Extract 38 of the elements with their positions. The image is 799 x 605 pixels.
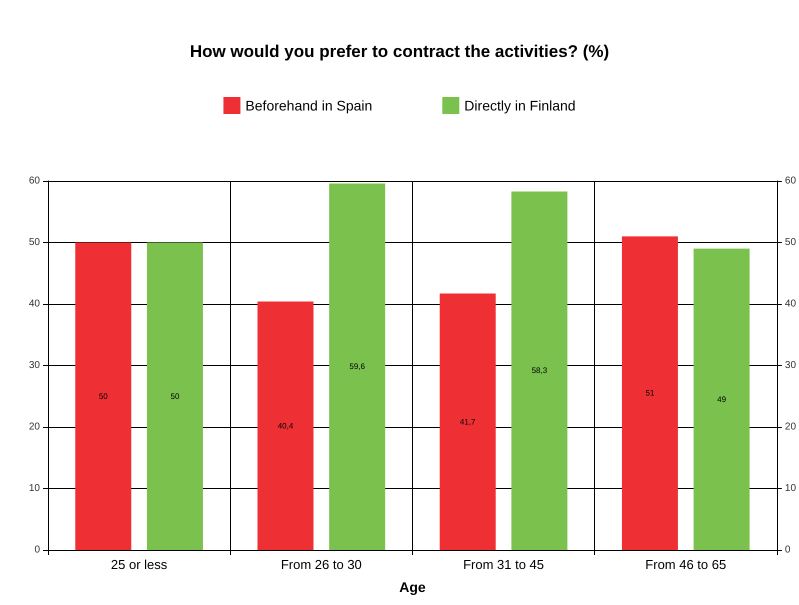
bar	[329, 183, 386, 550]
bar	[257, 302, 314, 550]
y-tick-label: 40	[28, 298, 40, 310]
bar	[440, 294, 496, 550]
y2-tick-label: 0	[784, 544, 791, 556]
y-tick-label: 0	[34, 544, 40, 556]
x-tick-label: 25 or less	[110, 557, 168, 572]
data-label: 51	[645, 388, 655, 398]
data-label: 50	[170, 392, 180, 401]
bar	[511, 191, 568, 550]
y-tick-label: 50	[28, 237, 40, 248]
y2-tick-label: 10	[784, 483, 796, 494]
legend-label: Directly in Finland	[464, 98, 576, 114]
y-tick-label: 10	[28, 483, 40, 494]
data-label: 50	[98, 392, 108, 401]
data-label: 41,7	[460, 417, 476, 426]
bar	[694, 248, 750, 550]
bar	[75, 242, 132, 550]
bar	[622, 236, 678, 550]
x-tick-label: From 46 to 65	[645, 557, 726, 572]
y-tick-label: 60	[28, 176, 40, 186]
x-axis-title: Age	[399, 579, 426, 595]
y-tick-label: 30	[28, 360, 40, 371]
legend-label: Beforehand in Spain	[245, 98, 372, 114]
y-tick-label: 20	[28, 422, 40, 432]
data-label: 40,4	[278, 421, 294, 430]
y2-tick-label: 20	[784, 422, 796, 432]
data-label: 59,6	[349, 362, 366, 372]
y2-tick-label: 50	[784, 237, 796, 248]
data-label: 49	[717, 394, 727, 404]
y2-tick-label: 60	[784, 176, 796, 186]
x-tick-label: From 26 to 30	[280, 557, 362, 572]
data-label: 58,3	[532, 366, 548, 376]
bar	[146, 242, 203, 550]
x-tick-label: From 31 to 45	[463, 557, 544, 572]
y2-tick-label: 30	[784, 360, 796, 371]
chart-title: How would you prefer to contract the activities? (%)	[190, 42, 610, 61]
y2-tick-label: 40	[784, 298, 796, 310]
